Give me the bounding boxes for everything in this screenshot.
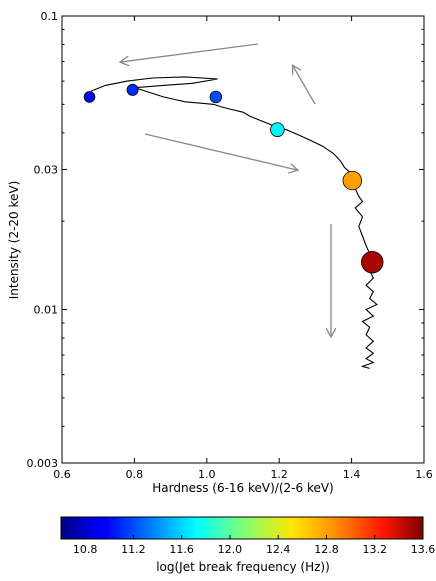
y-tick-label: 0.03 xyxy=(34,163,59,176)
colorbar-tick-label: 12.0 xyxy=(218,543,243,556)
axis-ticks: 0.6 0.8 1.0 1.2 1.4 1.6 0.003 0.01 0.03 0.1 xyxy=(27,10,433,481)
colorbar-tick-label: 11.2 xyxy=(121,543,146,556)
data-point xyxy=(270,122,285,137)
data-points xyxy=(83,83,384,274)
x-axis-label: Hardness (6-16 keV)/(2-6 keV) xyxy=(152,481,333,495)
colorbar-tick-label: 12.4 xyxy=(266,543,291,556)
data-point xyxy=(126,83,139,96)
data-point xyxy=(361,250,384,274)
colorbar xyxy=(60,516,424,540)
colorbar-tick-label: 10.8 xyxy=(73,543,98,556)
colorbar-tick-label: 13.2 xyxy=(362,543,387,556)
x-tick-label: 0.6 xyxy=(53,468,71,481)
y-tick-label: 0.003 xyxy=(27,457,59,470)
y-tick-label: 0.1 xyxy=(41,10,59,23)
x-tick-label: 1.0 xyxy=(198,468,216,481)
data-point xyxy=(83,91,96,103)
x-tick-label: 0.8 xyxy=(126,468,144,481)
colorbar-tick-label: 12.8 xyxy=(314,543,339,556)
y-tick-label: 0.01 xyxy=(34,304,59,317)
trend-arrow xyxy=(144,133,297,170)
data-point xyxy=(342,170,363,191)
colorbar-tick-label: 11.6 xyxy=(169,543,194,556)
evolution-track xyxy=(90,76,378,369)
trend-arrows xyxy=(121,43,331,336)
y-axis-label: Intensity (2-20 keV) xyxy=(7,181,21,300)
colorbar-tick-label: 13.6 xyxy=(411,543,436,556)
x-tick-label: 1.4 xyxy=(343,468,361,481)
x-tick-label: 1.6 xyxy=(415,468,433,481)
trend-arrow xyxy=(121,43,259,62)
trend-arrow xyxy=(293,66,316,105)
colorbar-ticks: 10.8 11.2 11.6 12.0 12.4 12.8 13.2 13.6 xyxy=(73,535,435,556)
colorbar-label: log(Jet break frequency (Hz)) xyxy=(156,560,330,574)
x-tick-label: 1.2 xyxy=(270,468,288,481)
data-point xyxy=(209,90,223,104)
